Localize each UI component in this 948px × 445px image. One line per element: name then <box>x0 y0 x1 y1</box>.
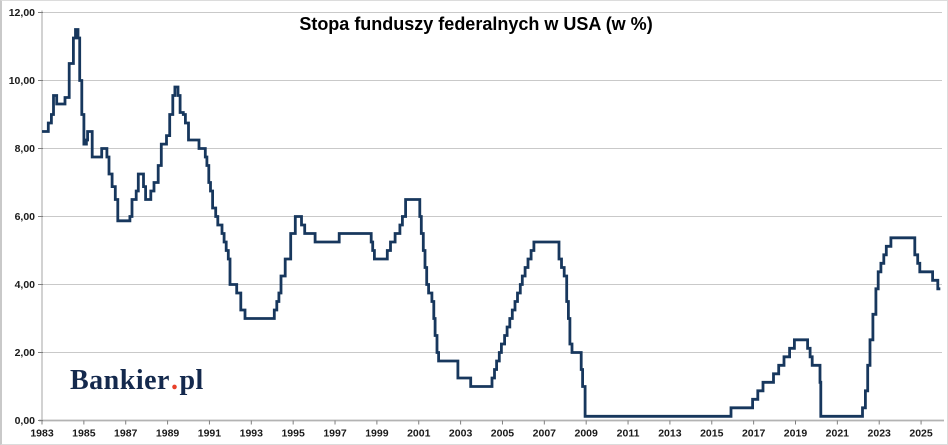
x-axis-label: 1999 <box>365 428 389 440</box>
bankier-logo: Bankier.pl <box>70 365 204 397</box>
x-axis-label: 2017 <box>742 428 766 440</box>
x-axis-label: 2013 <box>658 428 682 440</box>
rate-step-line <box>42 28 941 418</box>
x-axis-label: 2011 <box>617 428 640 440</box>
x-axis-label: 2021 <box>826 428 850 440</box>
x-axis-label: 2001 <box>407 428 431 440</box>
x-axis-label: 1983 <box>30 428 54 440</box>
x-axis-label: 1997 <box>323 428 347 440</box>
x-axis-label: 1995 <box>281 428 305 440</box>
x-axis-label: 1985 <box>72 428 96 440</box>
x-axis-label: 2025 <box>909 428 933 440</box>
y-axis-label: 4,00 <box>15 279 36 291</box>
x-axis-label: 2019 <box>784 428 808 440</box>
y-axis-label: 10,00 <box>9 75 35 87</box>
x-axis-label: 2003 <box>449 428 473 440</box>
bankier-logo-suffix: pl <box>179 365 204 396</box>
x-axis-label: 1993 <box>240 428 264 440</box>
y-axis-label: 12,00 <box>9 7 35 19</box>
x-axis-label: 2007 <box>533 428 557 440</box>
x-axis-label: 2009 <box>575 428 599 440</box>
y-axis-label: 0,00 <box>15 415 36 427</box>
bankier-logo-text: Bankier <box>70 365 170 396</box>
x-axis-label: 1991 <box>198 428 222 440</box>
x-axis-label: 1987 <box>114 428 138 440</box>
x-axis-label: 1989 <box>156 428 180 440</box>
y-axis-label: 8,00 <box>15 143 36 155</box>
y-axis-label: 2,00 <box>15 347 36 359</box>
bankier-logo-dot: . <box>170 365 179 396</box>
x-axis-label: 2005 <box>491 428 515 440</box>
x-axis-label: 2023 <box>868 428 892 440</box>
chart-title: Stopa funduszy federalnych w USA (w %) <box>299 14 653 34</box>
y-axis-label: 6,00 <box>15 211 36 223</box>
x-axis-label: 2015 <box>700 428 724 440</box>
